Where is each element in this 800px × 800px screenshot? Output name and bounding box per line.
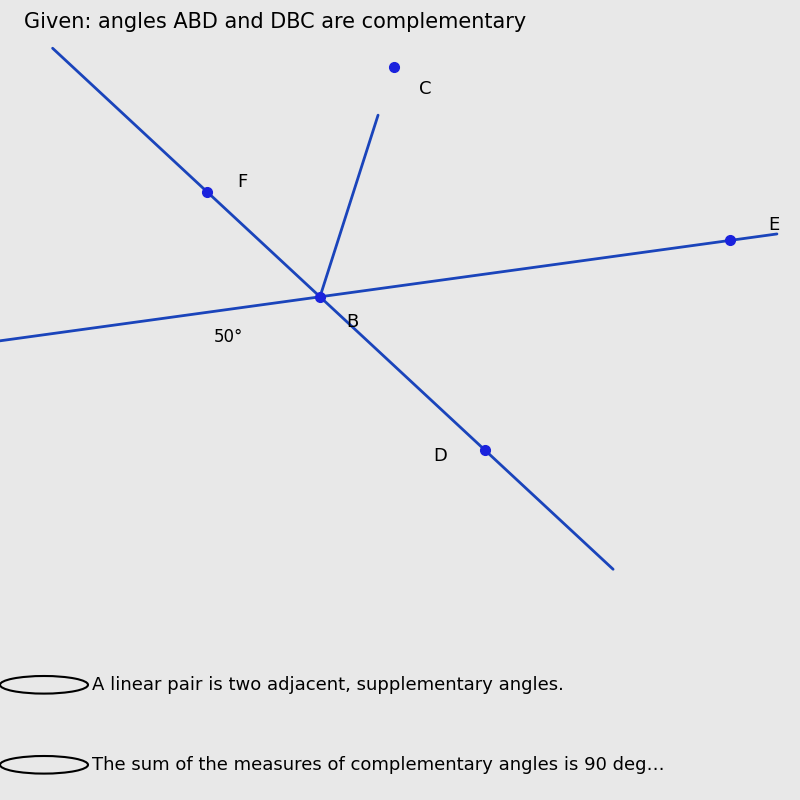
Text: Given: angles ABD and DBC are complementary: Given: angles ABD and DBC are complement…: [24, 12, 526, 32]
Text: A linear pair is two adjacent, supplementary angles.: A linear pair is two adjacent, supplemen…: [92, 676, 564, 694]
Text: F: F: [238, 174, 248, 191]
Text: C: C: [419, 79, 432, 98]
Text: The sum of the measures of complementary angles is 90 deg…: The sum of the measures of complementary…: [92, 756, 665, 774]
Text: 50°: 50°: [214, 328, 242, 346]
Text: D: D: [434, 447, 447, 465]
Text: E: E: [768, 216, 779, 234]
Text: B: B: [346, 313, 358, 330]
